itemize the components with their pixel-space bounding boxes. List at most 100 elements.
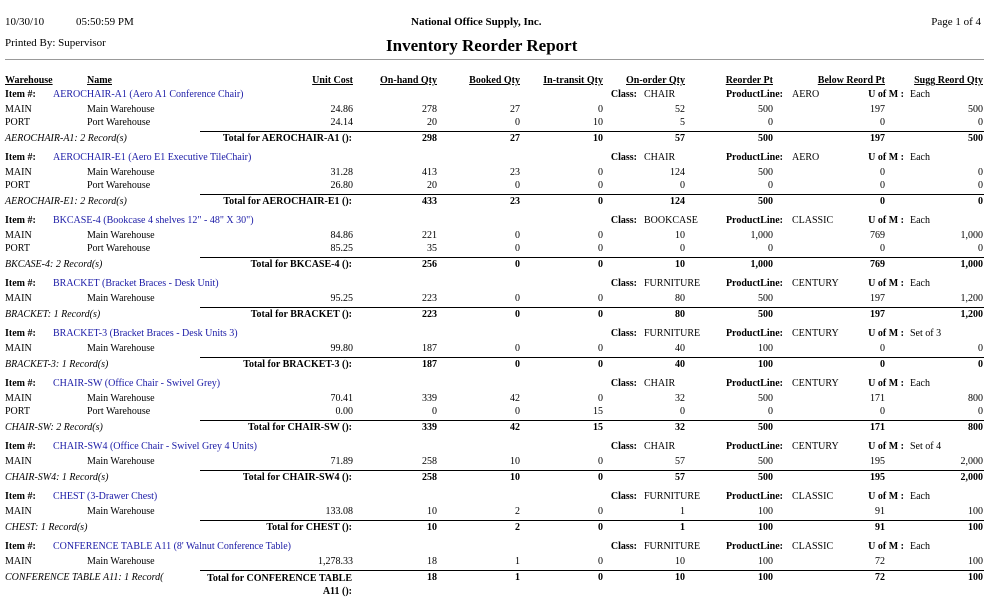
uom-value: Each — [910, 89, 930, 100]
row-value: 2,000 — [960, 456, 984, 467]
row-value: 0 — [880, 406, 885, 417]
total-value: 0 — [598, 196, 603, 207]
row-value: 0 — [768, 406, 773, 417]
uom-label: U of M : — [868, 215, 904, 226]
column-header: Below Reord Pt — [817, 75, 885, 86]
product-line-label: ProductLine: — [725, 378, 783, 389]
row-value: 413 — [422, 167, 437, 178]
item-label: Item #: — [5, 215, 36, 226]
row-value: 339 — [422, 393, 437, 404]
row-value: 20 — [427, 180, 437, 191]
class-label: Class: — [610, 441, 637, 452]
class-value: CHAIR — [644, 441, 676, 452]
product-line-label: ProductLine: — [725, 541, 783, 552]
total-value: 197 — [870, 309, 885, 320]
row-value: 800 — [968, 393, 983, 404]
row-value: 0 — [978, 180, 983, 191]
class-label: Class: — [610, 328, 637, 339]
row-value: 2 — [515, 506, 520, 517]
item-link: BRACKET-3 (Bracket Braces - Desk Units 3… — [53, 328, 238, 339]
column-header: On-order Qty — [626, 75, 685, 86]
column-header: On-hand Qty — [380, 75, 437, 86]
row-value: 5 — [680, 117, 685, 128]
total-value: 0 — [515, 359, 520, 370]
row-value: 0 — [880, 180, 885, 191]
warehouse-code: MAIN — [5, 556, 32, 567]
total-value: 80 — [675, 309, 685, 320]
row-value: 0 — [598, 456, 603, 467]
total-value: 769 — [870, 259, 885, 270]
page-number: Page 1 of 4 — [931, 16, 981, 28]
row-value: 1,000 — [960, 230, 984, 241]
record-count: CHEST: 1 Record(s) — [5, 522, 88, 533]
record-count: AEROCHAIR-E1: 2 Record(s) — [5, 196, 127, 207]
row-value: 0 — [880, 117, 885, 128]
row-value: 84.86 — [330, 230, 354, 241]
item-label: Item #: — [5, 328, 36, 339]
record-count: BRACKET-3: 1 Record(s) — [5, 359, 109, 370]
row-value: 18 — [427, 556, 437, 567]
row-value: 0 — [598, 167, 603, 178]
total-value: 1,000 — [960, 259, 984, 270]
total-value: 124 — [670, 196, 685, 207]
total-value: 223 — [422, 309, 437, 320]
warehouse-code: MAIN — [5, 293, 32, 304]
row-value: 1 — [680, 506, 685, 517]
total-value: 0 — [978, 359, 983, 370]
total-value: 100 — [968, 522, 983, 533]
total-value: 500 — [758, 133, 773, 144]
total-rule — [200, 131, 984, 132]
row-value: 31.28 — [330, 167, 354, 178]
row-value: 0 — [978, 167, 983, 178]
record-count: CONFERENCE TABLE A11: 1 Record( — [5, 572, 164, 583]
row-value: 195 — [870, 456, 885, 467]
uom-label: U of M : — [868, 89, 904, 100]
row-value: 10 — [510, 456, 520, 467]
class-label: Class: — [610, 541, 637, 552]
row-value: 100 — [758, 556, 773, 567]
product-line-value: CENTURY — [792, 278, 839, 289]
warehouse-code: MAIN — [5, 393, 32, 404]
class-value: FURNITURE — [644, 541, 701, 552]
company-name: National Office Supply, Inc. — [411, 16, 542, 28]
total-rule — [200, 257, 984, 258]
product-line-label: ProductLine: — [725, 215, 783, 226]
row-value: 0 — [768, 243, 773, 254]
warehouse-code: PORT — [5, 180, 30, 191]
row-value: 0 — [768, 180, 773, 191]
row-value: 10 — [593, 117, 603, 128]
warehouse-name: Port Warehouse — [87, 243, 151, 254]
row-value: 26.80 — [330, 180, 354, 191]
total-label: Total for CONFERENCE TABLE A11 (): — [207, 573, 352, 597]
total-rule — [200, 307, 984, 308]
header-rule — [5, 59, 984, 60]
total-label: Total for CHAIR-SW (): — [248, 422, 352, 433]
row-value: 0 — [880, 343, 885, 354]
row-value: 187 — [422, 343, 437, 354]
row-value: 0 — [598, 343, 603, 354]
total-value: 197 — [870, 133, 885, 144]
uom-value: Each — [910, 215, 930, 226]
row-value: 100 — [758, 343, 773, 354]
row-value: 500 — [968, 104, 983, 115]
row-value: 0 — [515, 230, 520, 241]
column-header: Unit Cost — [312, 75, 353, 86]
row-value: 35 — [427, 243, 437, 254]
row-value: 0 — [515, 243, 520, 254]
product-line-value: CENTURY — [792, 441, 839, 452]
uom-label: U of M : — [868, 328, 904, 339]
row-value: 42 — [510, 393, 520, 404]
row-value: 0 — [978, 406, 983, 417]
uom-value: Each — [910, 378, 930, 389]
total-value: 0 — [598, 472, 603, 483]
row-value: 100 — [968, 506, 983, 517]
total-value: 18 — [427, 572, 437, 583]
total-label: Total for BKCASE-4 (): — [250, 259, 352, 270]
uom-value: Each — [910, 541, 930, 552]
warehouse-code: PORT — [5, 406, 30, 417]
item-link: BKCASE-4 (Bookcase 4 shelves 12" - 48" X… — [53, 215, 254, 226]
total-value: 0 — [515, 259, 520, 270]
total-value: 72 — [875, 572, 885, 583]
total-value: 0 — [598, 572, 603, 583]
